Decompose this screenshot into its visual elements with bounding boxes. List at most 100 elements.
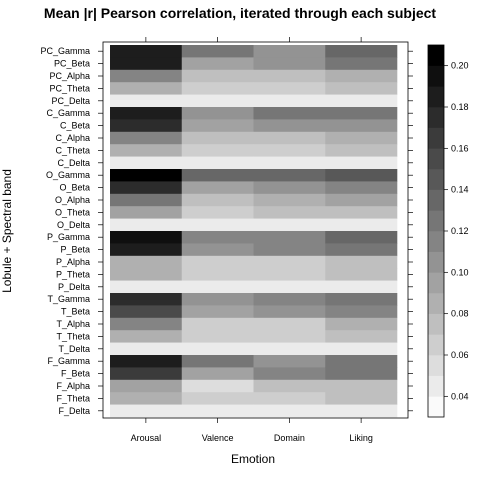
heatmap-cell xyxy=(253,94,326,108)
heatmap-cell xyxy=(253,206,326,219)
heatmap-cells xyxy=(110,45,398,418)
heatmap-cell xyxy=(110,119,183,133)
colorbar-tick-label: 0.08 xyxy=(451,309,469,319)
colorbar xyxy=(428,45,444,418)
heatmap-cell xyxy=(325,45,398,58)
heatmap-cell xyxy=(110,392,183,405)
plot-frame xyxy=(102,41,409,419)
heatmap-cell xyxy=(181,57,254,71)
x-tick-label: Valence xyxy=(202,433,234,443)
heatmap-cell xyxy=(325,218,398,232)
heatmap-cell xyxy=(110,342,183,356)
x-tick-label: Domain xyxy=(274,433,305,443)
heatmap-cell xyxy=(110,317,183,331)
heatmap-cell xyxy=(181,392,254,405)
heatmap-cell xyxy=(253,131,326,145)
heatmap-cell xyxy=(110,268,183,281)
heatmap-cell xyxy=(325,181,398,195)
heatmap-cell xyxy=(253,293,326,306)
heatmap-cell xyxy=(110,379,183,393)
heatmap-cell xyxy=(325,119,398,133)
heatmap-cell xyxy=(181,82,254,95)
heatmap-cell xyxy=(110,231,183,244)
heatmap-cell xyxy=(110,107,183,120)
heatmap-cell xyxy=(181,119,254,133)
heatmap-cell xyxy=(110,206,183,219)
heatmap-cell xyxy=(253,404,326,418)
colorbar-segment xyxy=(428,251,444,273)
heatmap-cell xyxy=(110,280,183,294)
colorbar-segment xyxy=(428,355,444,376)
heatmap-cell xyxy=(181,342,254,356)
y-tick-label: PC_Beta xyxy=(54,59,90,69)
heatmap-cell xyxy=(110,82,183,95)
heatmap-cell xyxy=(181,181,254,195)
colorbar-segment xyxy=(428,86,444,108)
heatmap-cell xyxy=(110,169,183,182)
colorbar-segment xyxy=(428,396,444,418)
heatmap-cell xyxy=(181,243,254,257)
heatmap-cell xyxy=(325,367,398,381)
heatmap-cell xyxy=(253,305,326,319)
heatmap-cell xyxy=(253,317,326,331)
colorbar-tick-label: 0.12 xyxy=(451,226,469,236)
x-axis-ticks xyxy=(145,37,362,423)
y-tick-label: C_Beta xyxy=(60,121,90,131)
heatmap-cell xyxy=(110,404,183,418)
x-tick-labels: Arousal Valence Domain Liking xyxy=(131,433,373,443)
y-tick-label: O_Delta xyxy=(57,220,90,230)
y-tick-label: P_Gamma xyxy=(47,232,90,242)
heatmap-cell xyxy=(181,231,254,244)
colorbar-tick-label: 0.10 xyxy=(451,267,469,277)
heatmap-cell xyxy=(181,206,254,219)
heatmap-cell xyxy=(110,94,183,108)
chart-title: Mean |r| Pearson correlation, iterated t… xyxy=(44,5,436,21)
heatmap-cell xyxy=(325,193,398,207)
heatmap-cell xyxy=(253,193,326,207)
y-tick-label: PC_Alpha xyxy=(49,71,90,81)
heatmap-cell xyxy=(181,293,254,306)
colorbar-segment xyxy=(428,107,444,128)
colorbar-tick-label: 0.20 xyxy=(451,61,469,71)
heatmap-cell xyxy=(181,131,254,145)
y-tick-label: F_Theta xyxy=(56,393,90,403)
y-tick-label: F_Gamma xyxy=(47,356,90,366)
heatmap-cell xyxy=(181,355,254,368)
y-tick-label: O_Theta xyxy=(55,207,90,217)
heatmap-cell xyxy=(253,181,326,195)
colorbar-segment xyxy=(428,272,444,294)
heatmap-cell xyxy=(181,404,254,418)
heatmap-cell xyxy=(110,367,183,381)
heatmap-cell xyxy=(110,293,183,306)
heatmap-cell xyxy=(325,268,398,281)
y-tick-label: T_Beta xyxy=(61,307,90,317)
y-tick-label: T_Delta xyxy=(58,344,90,354)
colorbar-segment xyxy=(428,334,444,356)
y-tick-label: C_Theta xyxy=(55,145,90,155)
heatmap-cell xyxy=(325,330,398,343)
heatmap-cell xyxy=(181,94,254,108)
heatmap-cell xyxy=(110,131,183,145)
heatmap-cell xyxy=(181,69,254,83)
y-tick-label: F_Delta xyxy=(58,406,90,416)
heatmap-cell xyxy=(181,317,254,331)
heatmap-cell xyxy=(253,367,326,381)
y-tick-label: PC_Delta xyxy=(51,96,90,106)
heatmap-cell xyxy=(181,144,254,157)
heatmap-cell xyxy=(181,379,254,393)
heatmap-cell xyxy=(181,255,254,269)
y-tick-label: T_Gamma xyxy=(47,294,90,304)
heatmap-cell xyxy=(110,57,183,71)
colorbar-segment xyxy=(428,65,444,87)
heatmap-cell xyxy=(181,107,254,120)
y-tick-label: O_Gamma xyxy=(46,170,90,180)
heatmap-cell xyxy=(253,156,326,170)
heatmap-cell xyxy=(181,330,254,343)
heatmap-cell xyxy=(325,82,398,95)
heatmap-cell xyxy=(110,330,183,343)
heatmap-cell xyxy=(253,342,326,356)
heatmap-cell xyxy=(253,392,326,405)
heatmap-cell xyxy=(253,355,326,368)
heatmap-cell xyxy=(253,280,326,294)
